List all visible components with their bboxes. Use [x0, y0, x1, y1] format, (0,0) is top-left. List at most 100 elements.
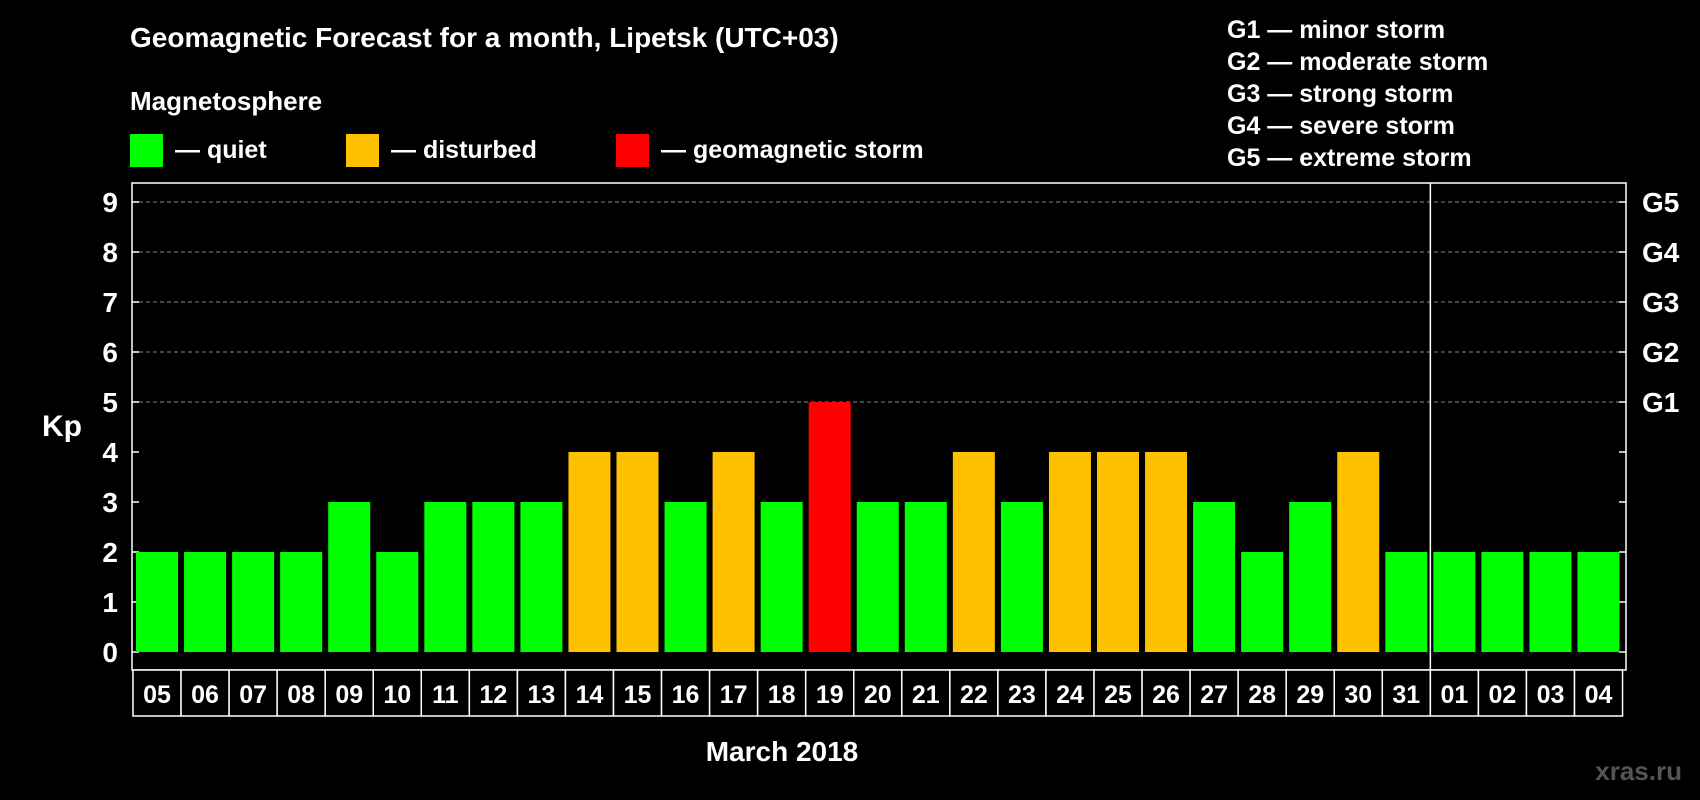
x-category-box: [468, 669, 519, 717]
bar-31: [1385, 552, 1428, 652]
x-tick-label: 13: [528, 681, 556, 709]
bar-23: [1000, 502, 1043, 652]
bar-27: [1193, 502, 1236, 652]
y-tick-label: 5: [102, 387, 118, 418]
x-category-box: [1237, 669, 1287, 717]
x-tick-label: 16: [672, 681, 700, 709]
x-category-box: [997, 669, 1047, 717]
bar-30: [1337, 452, 1380, 652]
x-tick-label: 09: [335, 681, 363, 709]
g-legend-item: G5 — extreme storm: [1227, 144, 1472, 172]
bar-03: [1529, 552, 1572, 652]
x-tick-label: 05: [143, 681, 171, 709]
bar-09: [328, 502, 371, 652]
g-scale-tick-label: G5: [1642, 187, 1679, 218]
x-tick-label: 28: [1248, 681, 1276, 709]
chart-title: Geomagnetic Forecast for a month, Lipets…: [130, 22, 839, 53]
y-tick-label: 3: [102, 487, 118, 518]
y-tick-label: 2: [102, 537, 118, 568]
legend-label-disturbed: — disturbed: [391, 136, 537, 164]
bar-19: [808, 402, 851, 652]
y-tick-label: 8: [102, 237, 118, 268]
x-category-box: [1525, 669, 1576, 717]
x-tick-label: 18: [768, 681, 796, 709]
x-category-box: [1573, 669, 1624, 717]
x-category-box: [180, 669, 230, 717]
bar-26: [1145, 452, 1188, 652]
bar-08: [280, 552, 323, 652]
bar-28: [1241, 552, 1284, 652]
legend-disturbed: — disturbed: [346, 134, 537, 167]
x-category-box: [804, 669, 855, 717]
x-category-box: [132, 669, 182, 717]
x-category-box: [949, 669, 999, 717]
bar-13: [520, 502, 563, 652]
x-tick-label: 12: [479, 681, 507, 709]
y-tick-label: 7: [102, 287, 118, 318]
x-category-box: [516, 669, 567, 717]
bar-16: [664, 502, 707, 652]
legend-swatch-storm: [616, 134, 649, 167]
bar-07: [232, 552, 275, 652]
x-tick-label: 19: [816, 681, 844, 709]
g-scale-tick-label: G3: [1642, 287, 1679, 318]
bar-02: [1481, 552, 1524, 652]
legend-swatch-quiet: [130, 134, 163, 167]
x-axis-label: March 2018: [705, 736, 859, 767]
g-scale-tick-label: G2: [1642, 337, 1679, 368]
x-category-box: [564, 669, 615, 717]
g-scale-tick-label: G1: [1642, 387, 1679, 418]
x-category-box: [1093, 669, 1143, 717]
x-tick-label: 20: [864, 681, 892, 709]
x-category-box: [1045, 669, 1095, 717]
x-tick-label: 31: [1392, 681, 1420, 709]
bar-15: [616, 452, 659, 652]
x-tick-label: 14: [576, 681, 604, 709]
bar-04: [1577, 552, 1620, 652]
bar-14: [568, 452, 611, 652]
x-tick-label: 15: [624, 681, 652, 709]
x-tick-label: 01: [1440, 681, 1468, 709]
y-tick-label: 1: [102, 587, 118, 618]
x-tick-label: 29: [1296, 681, 1324, 709]
legend-label-storm: — geomagnetic storm: [661, 136, 924, 164]
y-axis-label: Kp: [42, 410, 82, 443]
x-tick-label: 21: [912, 681, 940, 709]
x-tick-label: 24: [1056, 681, 1084, 709]
x-tick-label: 23: [1008, 681, 1036, 709]
x-tick-label: 06: [191, 681, 219, 709]
x-category-box: [1429, 669, 1480, 717]
y-tick-label: 0: [102, 637, 118, 668]
x-category-box: [612, 669, 663, 717]
x-tick-label: 10: [383, 681, 411, 709]
x-tick-label: 22: [960, 681, 988, 709]
y-tick-label: 6: [102, 337, 118, 368]
x-tick-label: 03: [1537, 681, 1565, 709]
y-tick-label: 9: [102, 187, 118, 218]
x-tick-label: 07: [239, 681, 267, 709]
bar-06: [184, 552, 227, 652]
g-scale-tick-label: G4: [1642, 237, 1680, 268]
x-tick-label: 11: [432, 681, 459, 709]
x-category-box: [756, 669, 807, 717]
bar-29: [1289, 502, 1332, 652]
x-tick-label: 25: [1104, 681, 1132, 709]
g-scale-legend: G1 — minor storm G2 — moderate storm G3 …: [1227, 14, 1488, 174]
x-category-box: [372, 669, 423, 717]
bar-17: [712, 452, 755, 652]
x-tick-label: 17: [720, 681, 748, 709]
x-category-box: [1141, 669, 1191, 717]
x-tick-label: 02: [1489, 681, 1517, 709]
g-legend-item: G1 — minor storm: [1227, 16, 1446, 44]
x-category-box: [901, 669, 951, 717]
x-category-box: [1333, 669, 1384, 717]
legend-swatch-disturbed: [346, 134, 379, 167]
bar-21: [904, 502, 947, 652]
x-category-box: [1381, 669, 1432, 717]
x-tick-label: 30: [1344, 681, 1372, 709]
x-tick-label: 27: [1200, 681, 1228, 709]
bar-10: [376, 552, 419, 652]
y-tick-label: 4: [102, 437, 118, 468]
bar-11: [424, 502, 467, 652]
